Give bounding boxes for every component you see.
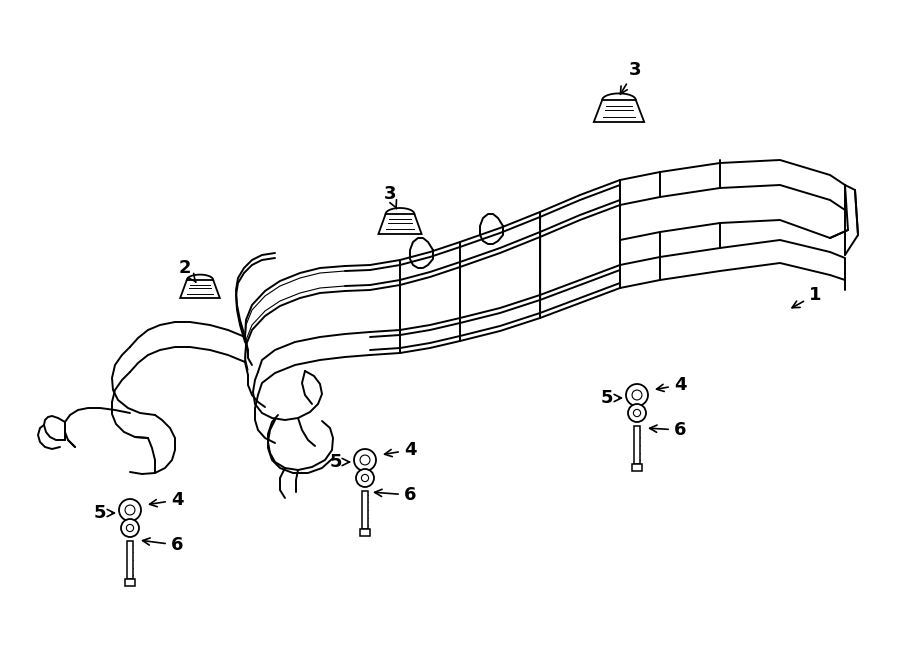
Text: 2: 2 <box>179 259 196 282</box>
Bar <box>362 491 368 529</box>
Polygon shape <box>378 214 421 234</box>
Circle shape <box>360 455 370 465</box>
Bar <box>634 426 640 464</box>
Circle shape <box>121 519 139 537</box>
Bar <box>632 464 643 471</box>
Circle shape <box>125 505 135 515</box>
Circle shape <box>628 404 646 422</box>
Circle shape <box>362 475 369 482</box>
Text: 4: 4 <box>149 491 184 509</box>
Bar <box>360 529 371 536</box>
Text: 6: 6 <box>142 536 184 554</box>
Text: 5: 5 <box>601 389 621 407</box>
Polygon shape <box>180 280 220 298</box>
Bar <box>124 579 135 586</box>
Text: 5: 5 <box>329 453 349 471</box>
Text: 5: 5 <box>94 504 114 522</box>
Bar <box>127 541 133 579</box>
Circle shape <box>119 499 141 521</box>
Text: 3: 3 <box>383 185 397 208</box>
Text: 4: 4 <box>657 376 686 394</box>
Circle shape <box>626 384 648 406</box>
Circle shape <box>356 469 374 487</box>
Text: 3: 3 <box>620 61 641 94</box>
Polygon shape <box>594 100 644 122</box>
Text: 1: 1 <box>792 286 821 308</box>
Text: 6: 6 <box>374 486 416 504</box>
Text: 6: 6 <box>650 421 686 439</box>
Circle shape <box>126 524 133 531</box>
Circle shape <box>634 409 641 416</box>
Text: 4: 4 <box>384 441 416 459</box>
Circle shape <box>354 449 376 471</box>
Circle shape <box>632 390 642 400</box>
